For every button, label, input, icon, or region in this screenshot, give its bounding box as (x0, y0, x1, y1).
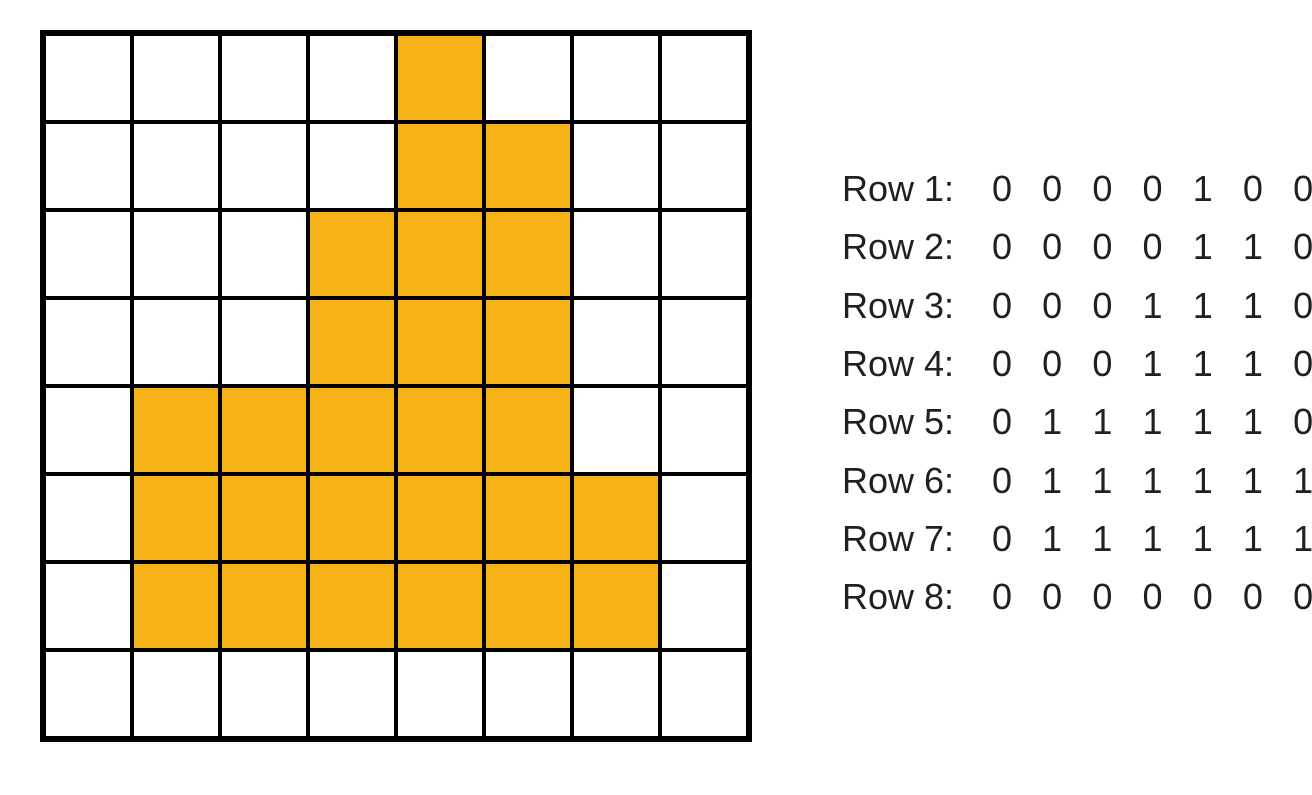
grid-cell (396, 650, 484, 738)
grid-cell (220, 122, 308, 210)
legend-row: Row 1:0 0 0 0 1 0 0 0 (842, 160, 1312, 218)
grid-cell (308, 34, 396, 122)
row-legend: Row 1:0 0 0 0 1 0 0 0Row 2:0 0 0 0 1 1 0… (842, 30, 1312, 627)
grid-cell (308, 650, 396, 738)
grid-cell (572, 562, 660, 650)
grid-row (44, 298, 748, 386)
grid-cell (484, 474, 572, 562)
legend-row-bits: 0 0 0 0 0 0 0 0 (992, 568, 1312, 626)
grid-row (44, 650, 748, 738)
grid-cell (484, 210, 572, 298)
grid-cell (44, 210, 132, 298)
grid-cell (308, 562, 396, 650)
grid-cell (660, 298, 748, 386)
grid-cell (572, 122, 660, 210)
grid-cell (220, 386, 308, 474)
pixel-grid (40, 30, 752, 742)
legend-row: Row 4:0 0 0 1 1 1 0 0 (842, 335, 1312, 393)
grid-row (44, 34, 748, 122)
grid-cell (484, 650, 572, 738)
grid-cell (308, 386, 396, 474)
grid-cell (308, 210, 396, 298)
grid-cell (132, 386, 220, 474)
grid-cell (484, 298, 572, 386)
grid-cell (660, 650, 748, 738)
grid-cell (44, 474, 132, 562)
grid-cell (660, 210, 748, 298)
grid-cell (572, 210, 660, 298)
grid-cell (220, 34, 308, 122)
grid-cell (484, 34, 572, 122)
legend-row-label: Row 4: (842, 335, 992, 393)
legend-row-bits: 0 1 1 1 1 1 0 0 (992, 393, 1312, 451)
grid-cell (44, 122, 132, 210)
grid-cell (132, 562, 220, 650)
grid-cell (396, 298, 484, 386)
grid-cell (572, 650, 660, 738)
grid-cell (132, 650, 220, 738)
grid-cell (572, 474, 660, 562)
grid-cell (44, 386, 132, 474)
legend-row-bits: 0 1 1 1 1 1 1 0 (992, 510, 1312, 568)
legend-row-bits: 0 0 0 1 1 1 0 0 (992, 335, 1312, 393)
grid-cell (396, 210, 484, 298)
grid-cell (572, 34, 660, 122)
grid-row (44, 386, 748, 474)
grid-cell (572, 386, 660, 474)
legend-row-bits: 0 0 0 0 1 0 0 0 (992, 160, 1312, 218)
grid-cell (572, 298, 660, 386)
grid-cell (660, 34, 748, 122)
grid-row (44, 562, 748, 650)
grid-cell (308, 474, 396, 562)
legend-row-label: Row 2: (842, 218, 992, 276)
legend-row: Row 3:0 0 0 1 1 1 0 0 (842, 277, 1312, 335)
grid-cell (660, 474, 748, 562)
legend-row: Row 8:0 0 0 0 0 0 0 0 (842, 568, 1312, 626)
grid-cell (132, 474, 220, 562)
legend-row-label: Row 8: (842, 568, 992, 626)
legend-row: Row 2:0 0 0 0 1 1 0 0 (842, 218, 1312, 276)
legend-row: Row 6:0 1 1 1 1 1 1 0 (842, 452, 1312, 510)
grid-cell (220, 298, 308, 386)
grid-cell (396, 562, 484, 650)
grid-cell (308, 298, 396, 386)
grid-cell (396, 34, 484, 122)
grid-cell (396, 122, 484, 210)
grid-cell (308, 122, 396, 210)
grid-cell (44, 298, 132, 386)
grid-cell (44, 34, 132, 122)
grid-cell (44, 650, 132, 738)
grid-cell (660, 562, 748, 650)
legend-row-label: Row 5: (842, 393, 992, 451)
grid-cell (132, 34, 220, 122)
grid-row (44, 474, 748, 562)
grid-cell (220, 562, 308, 650)
legend-row-label: Row 1: (842, 160, 992, 218)
grid-cell (44, 562, 132, 650)
grid-cell (396, 386, 484, 474)
grid-row (44, 122, 748, 210)
grid-cell (220, 650, 308, 738)
grid-cell (132, 210, 220, 298)
legend-row-label: Row 6: (842, 452, 992, 510)
grid-cell (220, 210, 308, 298)
legend-row: Row 5:0 1 1 1 1 1 0 0 (842, 393, 1312, 451)
legend-row: Row 7:0 1 1 1 1 1 1 0 (842, 510, 1312, 568)
grid-row (44, 210, 748, 298)
legend-row-label: Row 7: (842, 510, 992, 568)
legend-row-bits: 0 0 0 0 1 1 0 0 (992, 218, 1312, 276)
grid-cell (484, 562, 572, 650)
grid-cell (660, 386, 748, 474)
grid-cell (484, 386, 572, 474)
grid-cell (396, 474, 484, 562)
grid-cell (220, 474, 308, 562)
grid-cell (484, 122, 572, 210)
grid-cell (660, 122, 748, 210)
legend-row-bits: 0 1 1 1 1 1 1 0 (992, 452, 1312, 510)
legend-row-bits: 0 0 0 1 1 1 0 0 (992, 277, 1312, 335)
grid-cell (132, 122, 220, 210)
grid-cell (132, 298, 220, 386)
legend-row-label: Row 3: (842, 277, 992, 335)
